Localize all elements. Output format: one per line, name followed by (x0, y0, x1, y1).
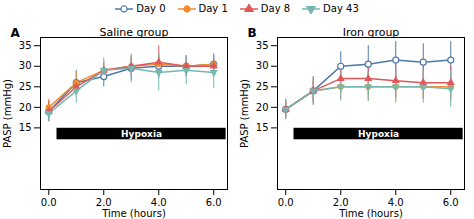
svg-text:Time (hours): Time (hours) (101, 208, 166, 219)
svg-text:15: 15 (256, 122, 269, 133)
svg-text:0.0: 0.0 (278, 197, 294, 208)
svg-text:Saline group: Saline group (99, 26, 168, 39)
svg-text:0.0: 0.0 (41, 197, 57, 208)
html-text:Day 0: Day 0 (136, 3, 166, 14)
svg-text:6.0: 6.0 (206, 197, 222, 208)
svg-text:Hypoxia: Hypoxia (358, 129, 399, 139)
svg-text:25: 25 (19, 81, 32, 92)
svg-text:25: 25 (256, 81, 269, 92)
svg-text:35: 35 (256, 40, 269, 51)
svg-text:Hypoxia: Hypoxia (121, 129, 162, 139)
svg-text:30: 30 (19, 60, 32, 71)
svg-text:20: 20 (19, 102, 32, 113)
html-text:Day 43: Day 43 (323, 3, 359, 14)
html-text:Day 1: Day 1 (198, 3, 228, 14)
svg-text:PASP (mmHg): PASP (mmHg) (2, 79, 13, 148)
svg-text:PASP (mmHg): PASP (mmHg) (239, 79, 250, 148)
svg-text:30: 30 (256, 60, 269, 71)
svg-text:4.0: 4.0 (151, 197, 167, 208)
svg-text:20: 20 (256, 102, 269, 113)
svg-text:35: 35 (19, 40, 32, 51)
html-text:Day 8: Day 8 (260, 3, 291, 14)
svg-text:Iron group: Iron group (343, 26, 400, 39)
svg-text:6.0: 6.0 (443, 197, 459, 208)
svg-text:2.0: 2.0 (333, 197, 349, 208)
svg-text:15: 15 (19, 122, 32, 133)
svg-text:2.0: 2.0 (96, 197, 112, 208)
svg-text:A: A (11, 26, 21, 40)
svg-text:B: B (248, 26, 257, 40)
svg-text:Time (hours): Time (hours) (338, 208, 403, 219)
svg-text:4.0: 4.0 (388, 197, 404, 208)
